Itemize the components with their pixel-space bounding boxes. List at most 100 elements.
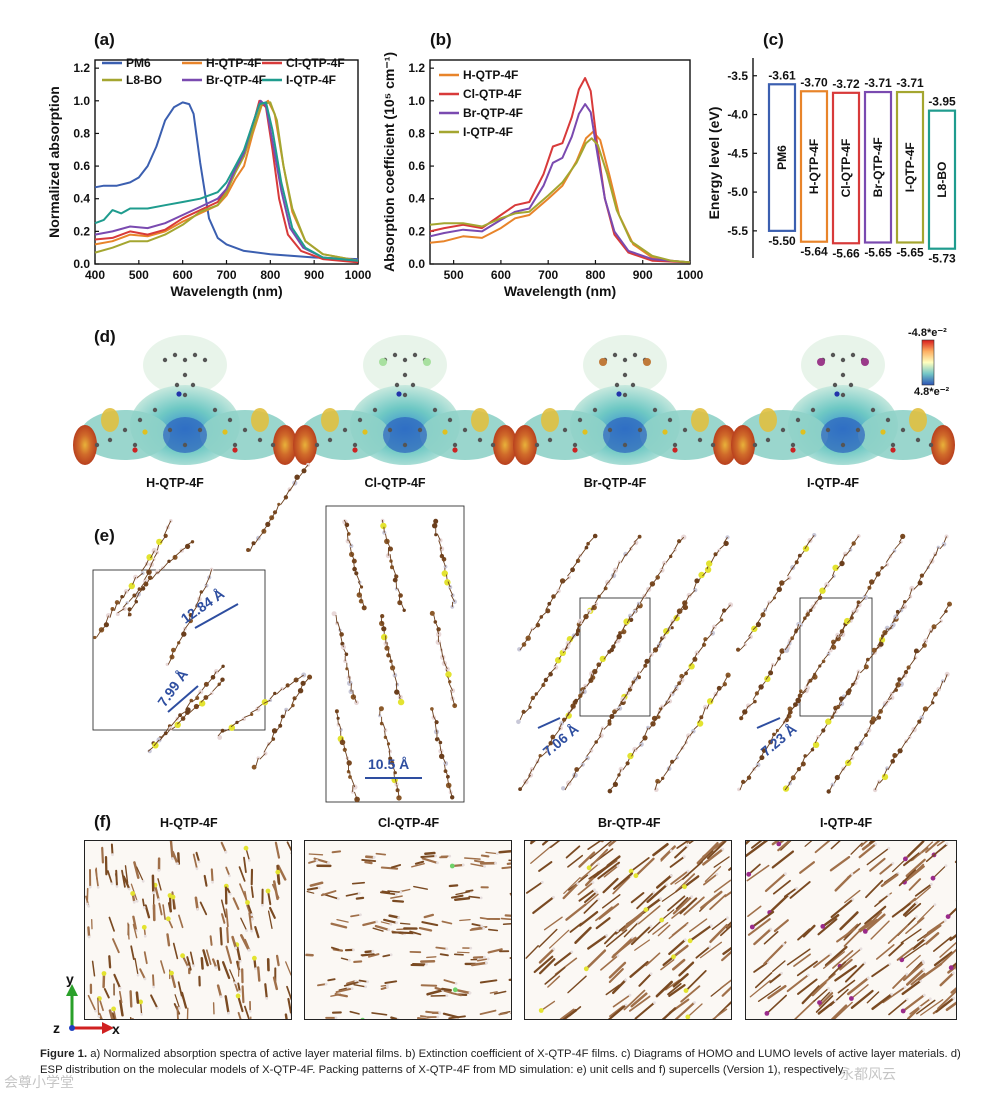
packing-h-atom-3-10 <box>863 961 867 965</box>
packing-bond-0-37 <box>186 956 192 971</box>
packing-bond-3-62 <box>887 924 909 944</box>
h-molecule-1-bond-3 <box>230 722 238 728</box>
br-molecule-5-bond-7 <box>590 671 596 680</box>
packing-bond-2-104 <box>549 841 561 849</box>
packing-h-atom-0-151 <box>85 902 89 906</box>
packing-h-atom-1-79 <box>347 958 351 962</box>
h-molecule-4-sulfur-5 <box>174 721 181 728</box>
br-molecule-10-bond-11 <box>652 577 659 583</box>
packing-h-atom-0-163 <box>250 913 254 917</box>
h-molecule-2-bond-12 <box>163 527 169 536</box>
packing-hetero-atom-2-67 <box>538 1008 544 1013</box>
packing-bond-3-137 <box>907 1006 922 1019</box>
esp-color-scale-bar <box>921 339 935 386</box>
packing-h-atom-3-76 <box>903 985 907 989</box>
packing-h-atom-2-37 <box>682 855 686 859</box>
h-molecule-7-bond-10 <box>168 557 176 563</box>
packing-bond-0-80 <box>177 852 181 865</box>
br-molecule-1-bond-2 <box>568 774 576 784</box>
packing-bond-3-163 <box>939 948 956 966</box>
packing-bond-1-22 <box>388 914 400 919</box>
br-molecule-3 <box>654 672 731 792</box>
packing-bond-3-138 <box>839 958 853 971</box>
packing-bond-0-50 <box>119 999 124 1017</box>
i-molecule-10-bond-8 <box>859 597 866 604</box>
lumo-label-br-qtp-4f: -3.71 <box>864 76 892 90</box>
unit-cell-cl-qtp-4f <box>325 505 465 803</box>
packing-bond-1-6 <box>488 928 499 932</box>
packing-bond-2-160 <box>683 875 700 888</box>
packing-bond-3-68 <box>888 998 909 1016</box>
cl-molecule-2-bond-1 <box>433 519 436 526</box>
packing-bond-0-136 <box>129 990 133 1008</box>
packing-bond-1-17 <box>421 857 439 864</box>
packing-bond-1-161 <box>360 953 375 956</box>
packing-bond-1-55 <box>489 991 498 994</box>
packing-bond-3-154 <box>813 987 830 1002</box>
packing-hetero-atom-2-167 <box>659 917 665 923</box>
chart-c-ytick-label-5-0: -5.0 <box>727 185 748 199</box>
packing-h-atom-0-30 <box>248 859 251 862</box>
br-molecule-11-bond-2 <box>658 637 665 644</box>
cl-molecule-0-atom-13 <box>361 605 367 611</box>
br-molecule-10-bond-2 <box>613 636 620 644</box>
packing-bond-3-2 <box>900 928 922 944</box>
cl-molecule-3-bond-13 <box>353 696 357 703</box>
br-molecule-10-bond-12 <box>657 569 663 577</box>
packing-bond-2-17 <box>612 875 632 895</box>
cl-molecule-2-bond-7 <box>442 560 446 567</box>
cl-molecule-7-bond-13 <box>397 791 400 798</box>
cl-molecule-4-bond-10 <box>394 676 398 685</box>
packing-bond-3-117 <box>824 945 848 967</box>
packing-bond-3-66 <box>804 841 813 847</box>
br-molecule-9-bond-6 <box>586 611 590 617</box>
i-molecule-4-bond-7 <box>765 672 771 680</box>
h-molecule-6-atom-0 <box>93 635 97 640</box>
i-molecule-10-bond-16 <box>894 541 902 550</box>
cl-molecule-7-bond-3 <box>382 723 386 731</box>
h-molecule-4-sulfur-1 <box>152 742 159 749</box>
packing-h-atom-0-72 <box>171 857 174 860</box>
br-molecule-5-bond-8 <box>594 664 600 674</box>
h-molecule-1-atom-0 <box>217 735 223 740</box>
packing-bond-2-51 <box>636 891 655 910</box>
packing-bond-3-84 <box>813 953 832 968</box>
packing-bond-2-18 <box>683 896 705 916</box>
packing-hetero-atom-3-89 <box>746 871 752 877</box>
packing-bond-3-96 <box>850 842 863 855</box>
br-molecule-1-bond-8 <box>594 735 602 744</box>
packing-h-atom-1-72 <box>396 1018 400 1019</box>
packing-bond-3-82 <box>864 913 886 933</box>
br-molecule-7-bond-1 <box>654 711 660 721</box>
i-molecule-7-atom-13 <box>928 628 934 633</box>
cl-molecule-2-bond-3 <box>436 533 441 541</box>
packing-bond-0-7 <box>133 861 140 879</box>
packing-hetero-atom-0-26 <box>265 888 271 894</box>
h-molecule-8-bond-2 <box>259 753 266 760</box>
panel-label-e: (e) <box>94 526 115 545</box>
packing-h-atom-2-158 <box>659 897 662 901</box>
i-molecule-9-atom-3 <box>794 628 799 633</box>
packing-h-atom-2-30 <box>552 895 555 899</box>
packing-bond-2-134 <box>587 934 608 950</box>
packing-h-atom-3-22 <box>922 961 926 965</box>
h-molecule-0-bond-10 <box>198 591 202 600</box>
packing-bond-3-108 <box>902 901 918 917</box>
i-molecule-3-bond-5 <box>891 755 896 764</box>
br-molecule-0-sulfur-11 <box>565 712 572 719</box>
packing-h-atom-1-126 <box>480 924 484 928</box>
packing-bond-3-135 <box>880 873 899 888</box>
h-molecule-5-atom-7 <box>277 502 281 506</box>
br-molecule-6-bond-5 <box>626 686 632 694</box>
packing-bond-3-29 <box>901 979 922 996</box>
packing-bond-1-11 <box>485 851 498 855</box>
packing-bond-3-98 <box>772 960 786 973</box>
cl-molecule-3-bond-5 <box>341 642 344 648</box>
packing-bond-3-160 <box>763 931 779 945</box>
packing-h-atom-1-61 <box>337 897 340 901</box>
packing-bond-0-51 <box>269 906 276 919</box>
packing-bond-1-154 <box>453 953 464 956</box>
br-molecule-7-bond-14 <box>710 626 715 633</box>
packing-bond-1-110 <box>501 866 511 870</box>
packing-bond-2-116 <box>601 894 621 909</box>
